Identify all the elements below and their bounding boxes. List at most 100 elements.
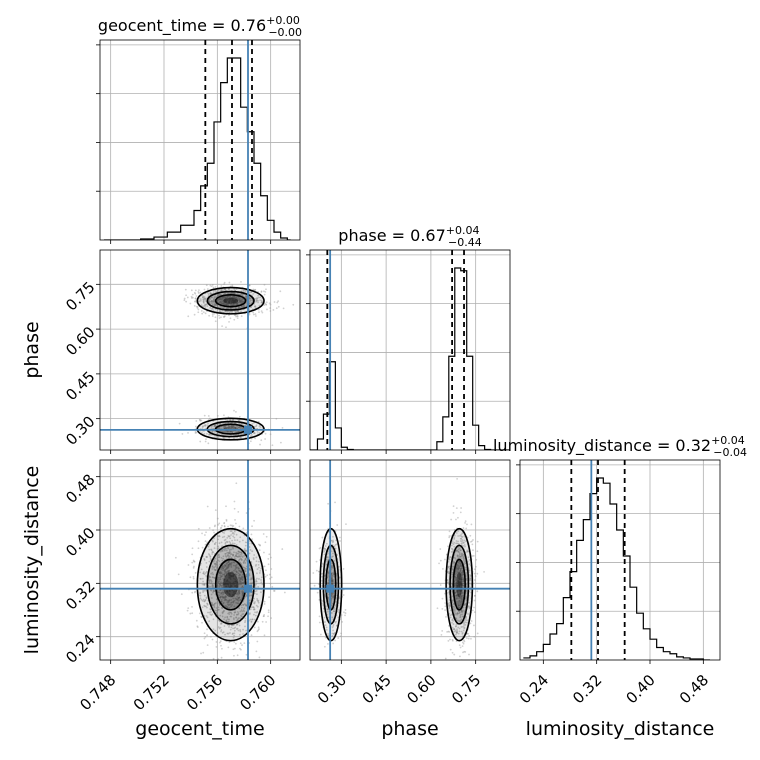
sample-point [239,558,241,561]
sample-point [226,302,229,305]
sample-point [454,577,457,580]
sample-point [254,611,256,614]
sample-point [453,611,456,613]
contour [445,527,474,642]
sample-point [222,589,225,592]
sample-point [235,598,238,600]
sample-point [258,311,260,314]
x-axis-label-phase: phase [381,718,438,740]
sample-point [476,590,479,593]
sample-point [245,573,248,576]
sample-point [223,596,226,599]
sample-point [231,298,234,301]
sample-point [251,618,254,621]
sample-point [237,567,240,570]
sample-point [459,646,462,649]
sample-point [457,594,460,597]
sample-point [450,518,453,521]
sample-point [237,430,240,433]
sample-point [250,606,253,609]
sample-point [230,421,233,424]
sample-point [227,564,230,567]
sample-point [226,632,229,635]
sample-point [220,656,223,659]
sample-point [229,572,232,575]
sample-point [445,615,447,618]
sample-point [320,575,323,578]
sample-point [224,616,226,619]
sample-point [232,302,235,305]
sample-point [231,575,233,578]
sample-point [265,621,268,623]
sample-point [197,527,200,530]
sample-point [254,601,256,603]
sample-point [211,576,214,579]
sample-point [461,584,464,587]
sample-point [224,301,227,304]
sample-point [215,563,218,566]
sample-point [232,572,234,574]
sample-point [460,595,463,598]
sample-point [234,302,237,305]
sample-point [220,629,223,631]
sample-point [201,296,204,299]
sample-point [255,611,258,614]
sample-point [236,618,239,621]
sample-point [238,297,241,300]
sample-point [333,631,336,634]
sample-point [183,299,186,302]
sample-point [262,533,265,535]
sample-point [464,618,467,621]
sample-point [229,585,232,588]
sample-point [232,591,235,594]
sample-point [239,629,242,631]
sample-point [257,599,260,602]
sample-point [218,433,221,436]
sample-point [250,582,252,585]
sample-point [206,603,209,606]
sample-point [252,606,254,608]
sample-point [449,614,452,617]
sample-point [219,578,222,581]
sample-point [211,315,214,317]
sample-point [333,559,336,562]
sample-point [217,294,220,297]
sample-point [244,570,247,572]
sample-point [242,576,244,579]
sample-point [238,306,240,309]
sample-point [460,609,463,612]
sample-point [196,626,199,629]
sample-point [230,556,233,559]
contour [196,527,265,642]
sample-point [218,627,221,630]
sample-point [219,589,222,591]
sample-point [473,635,476,638]
sample-point [457,577,460,580]
sample-point [204,300,207,302]
contour [214,294,247,308]
sample-point [193,291,196,294]
sample-point [242,575,245,578]
sample-point [461,576,464,579]
sample-point [228,540,231,543]
sample-point [238,579,241,582]
sample-point [255,556,258,559]
sample-point [203,302,205,304]
sample-point [259,544,261,547]
sample-point [273,590,275,592]
sample-point [228,551,231,554]
sample-point [199,597,202,600]
sample-point [454,579,457,581]
sample-point [201,427,204,430]
sample-point [216,436,218,438]
sample-point [225,585,227,588]
sample-point [326,542,328,545]
sample-point [451,601,454,604]
sample-point [232,302,235,305]
sample-point [453,528,456,531]
sample-point [234,307,236,310]
sample-point [456,612,459,615]
sample-point [209,292,212,295]
sample-point [331,564,333,567]
sample-point [202,299,205,302]
